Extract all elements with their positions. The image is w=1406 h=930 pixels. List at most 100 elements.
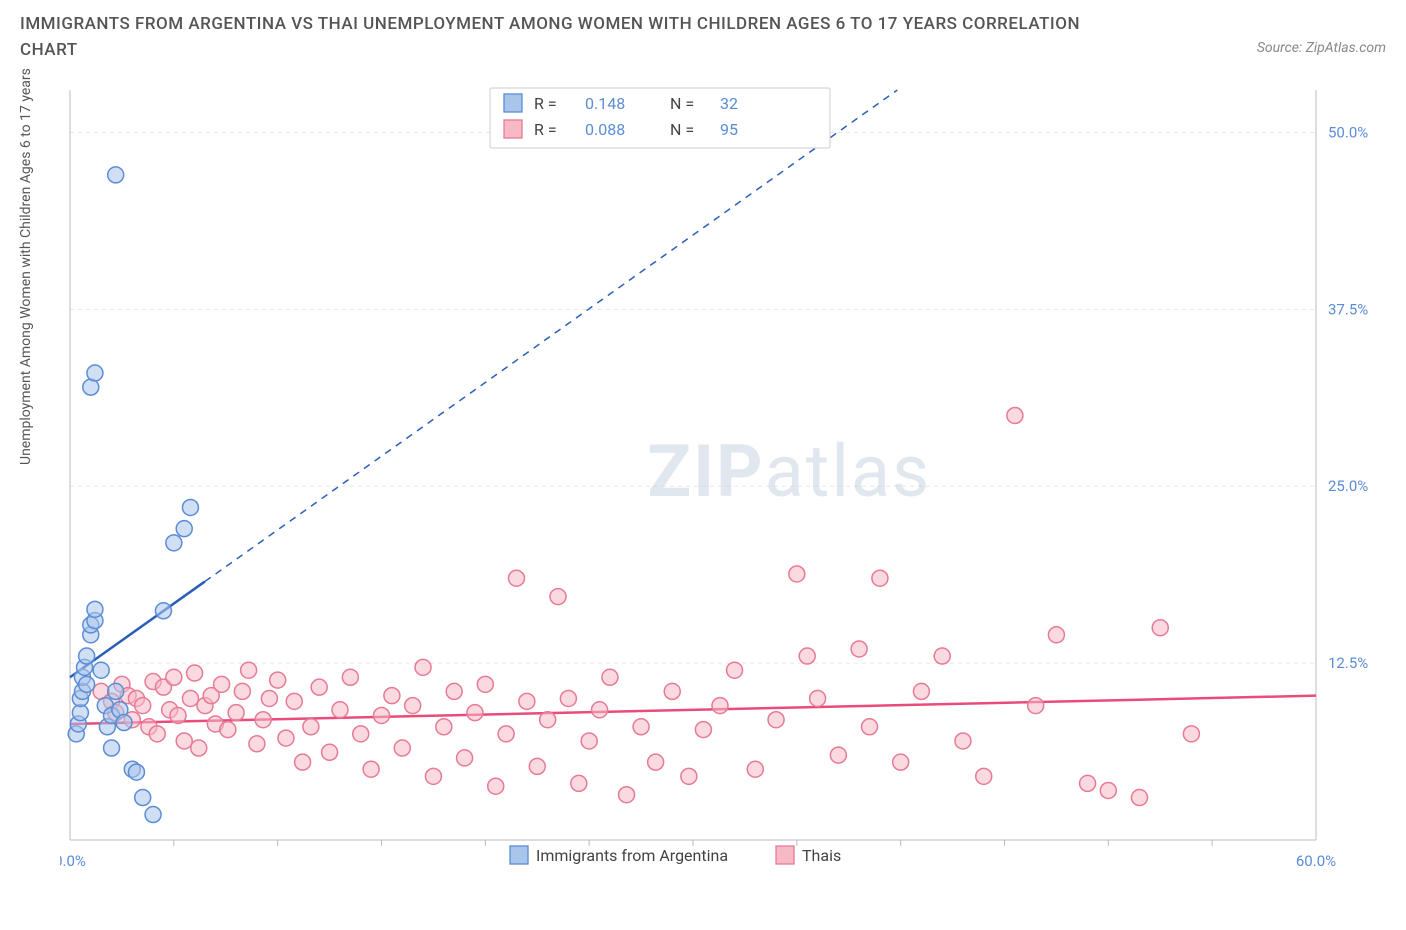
- data-point: [1183, 726, 1199, 742]
- data-point: [619, 787, 635, 803]
- data-point: [214, 676, 230, 692]
- data-point: [415, 659, 431, 675]
- x-tick-label: 60.0%: [1296, 852, 1336, 870]
- data-point: [1131, 790, 1147, 806]
- data-point: [166, 669, 182, 685]
- data-point: [488, 778, 504, 794]
- data-point: [135, 790, 151, 806]
- legend-swatch: [776, 846, 794, 864]
- data-point: [571, 775, 587, 791]
- legend-label: Immigrants from Argentina: [536, 846, 728, 865]
- data-point: [508, 570, 524, 586]
- data-point: [872, 570, 888, 586]
- y-tick-label: 12.5%: [1328, 654, 1368, 672]
- data-point: [191, 740, 207, 756]
- data-point: [830, 747, 846, 763]
- data-point: [241, 662, 257, 678]
- data-point: [182, 499, 198, 515]
- legend-n-label: N =: [670, 120, 694, 139]
- legend-n-label: N =: [670, 94, 694, 113]
- legend-swatch: [504, 120, 522, 138]
- data-point: [170, 707, 186, 723]
- data-point: [425, 768, 441, 784]
- data-point: [446, 683, 462, 699]
- legend-r-label: R =: [534, 120, 557, 139]
- data-point: [270, 672, 286, 688]
- y-tick-label: 25.0%: [1328, 477, 1368, 495]
- data-point: [155, 603, 171, 619]
- data-point: [789, 566, 805, 582]
- data-point: [768, 712, 784, 728]
- data-point: [592, 702, 608, 718]
- data-point: [810, 690, 826, 706]
- data-point: [187, 665, 203, 681]
- data-point: [467, 705, 483, 721]
- data-point: [303, 719, 319, 735]
- data-point: [176, 521, 192, 537]
- data-point: [93, 662, 109, 678]
- data-point: [87, 601, 103, 617]
- data-point: [166, 535, 182, 551]
- data-point: [727, 662, 743, 678]
- y-tick-label: 50.0%: [1328, 123, 1368, 141]
- data-point: [79, 676, 95, 692]
- data-point: [363, 761, 379, 777]
- watermark: ZIPatlas: [647, 429, 931, 514]
- data-point: [104, 740, 120, 756]
- x-tick-label: 0.0%: [60, 852, 86, 870]
- data-point: [322, 744, 338, 760]
- data-point: [540, 712, 556, 728]
- data-point: [182, 690, 198, 706]
- data-point: [1152, 620, 1168, 636]
- data-point: [550, 589, 566, 605]
- data-point: [560, 690, 576, 706]
- data-point: [135, 698, 151, 714]
- data-point: [384, 688, 400, 704]
- data-point: [712, 698, 728, 714]
- data-point: [108, 167, 124, 183]
- data-point: [1080, 775, 1096, 791]
- data-point: [249, 736, 265, 752]
- data-point: [332, 702, 348, 718]
- data-point: [394, 740, 410, 756]
- scatter-chart: ZIPatlas 0.0% 60.0% 12.5% 25.0% 37.5% 50.0% R =…: [60, 80, 1386, 880]
- data-point: [648, 754, 664, 770]
- data-point: [342, 669, 358, 685]
- data-point: [405, 698, 421, 714]
- data-point: [1007, 407, 1023, 423]
- data-point: [498, 726, 514, 742]
- data-point: [234, 683, 250, 699]
- data-point: [116, 715, 132, 731]
- data-point: [220, 722, 236, 738]
- legend-r-value: 0.088: [585, 120, 625, 139]
- data-point: [851, 641, 867, 657]
- data-point: [1048, 627, 1064, 643]
- data-point: [955, 733, 971, 749]
- data-point: [664, 683, 680, 699]
- y-tick-label: 37.5%: [1328, 300, 1368, 318]
- data-point: [799, 648, 815, 664]
- data-point: [311, 679, 327, 695]
- data-point: [255, 712, 271, 728]
- data-point: [261, 690, 277, 706]
- data-point: [695, 722, 711, 738]
- data-point: [477, 676, 493, 692]
- data-point: [529, 758, 545, 774]
- data-point: [278, 730, 294, 746]
- data-point: [353, 726, 369, 742]
- data-point: [934, 648, 950, 664]
- data-point: [108, 683, 124, 699]
- data-point: [374, 707, 390, 723]
- legend-n-value: 32: [720, 94, 738, 113]
- data-point: [228, 705, 244, 721]
- data-point: [519, 693, 535, 709]
- data-point: [176, 733, 192, 749]
- data-point: [457, 750, 473, 766]
- data-point: [128, 764, 144, 780]
- legend-swatch: [510, 846, 528, 864]
- data-point: [681, 768, 697, 784]
- data-point: [436, 719, 452, 735]
- data-point: [913, 683, 929, 699]
- chart-area: ZIPatlas 0.0% 60.0% 12.5% 25.0% 37.5% 50.0% R =…: [60, 80, 1386, 880]
- data-point: [747, 761, 763, 777]
